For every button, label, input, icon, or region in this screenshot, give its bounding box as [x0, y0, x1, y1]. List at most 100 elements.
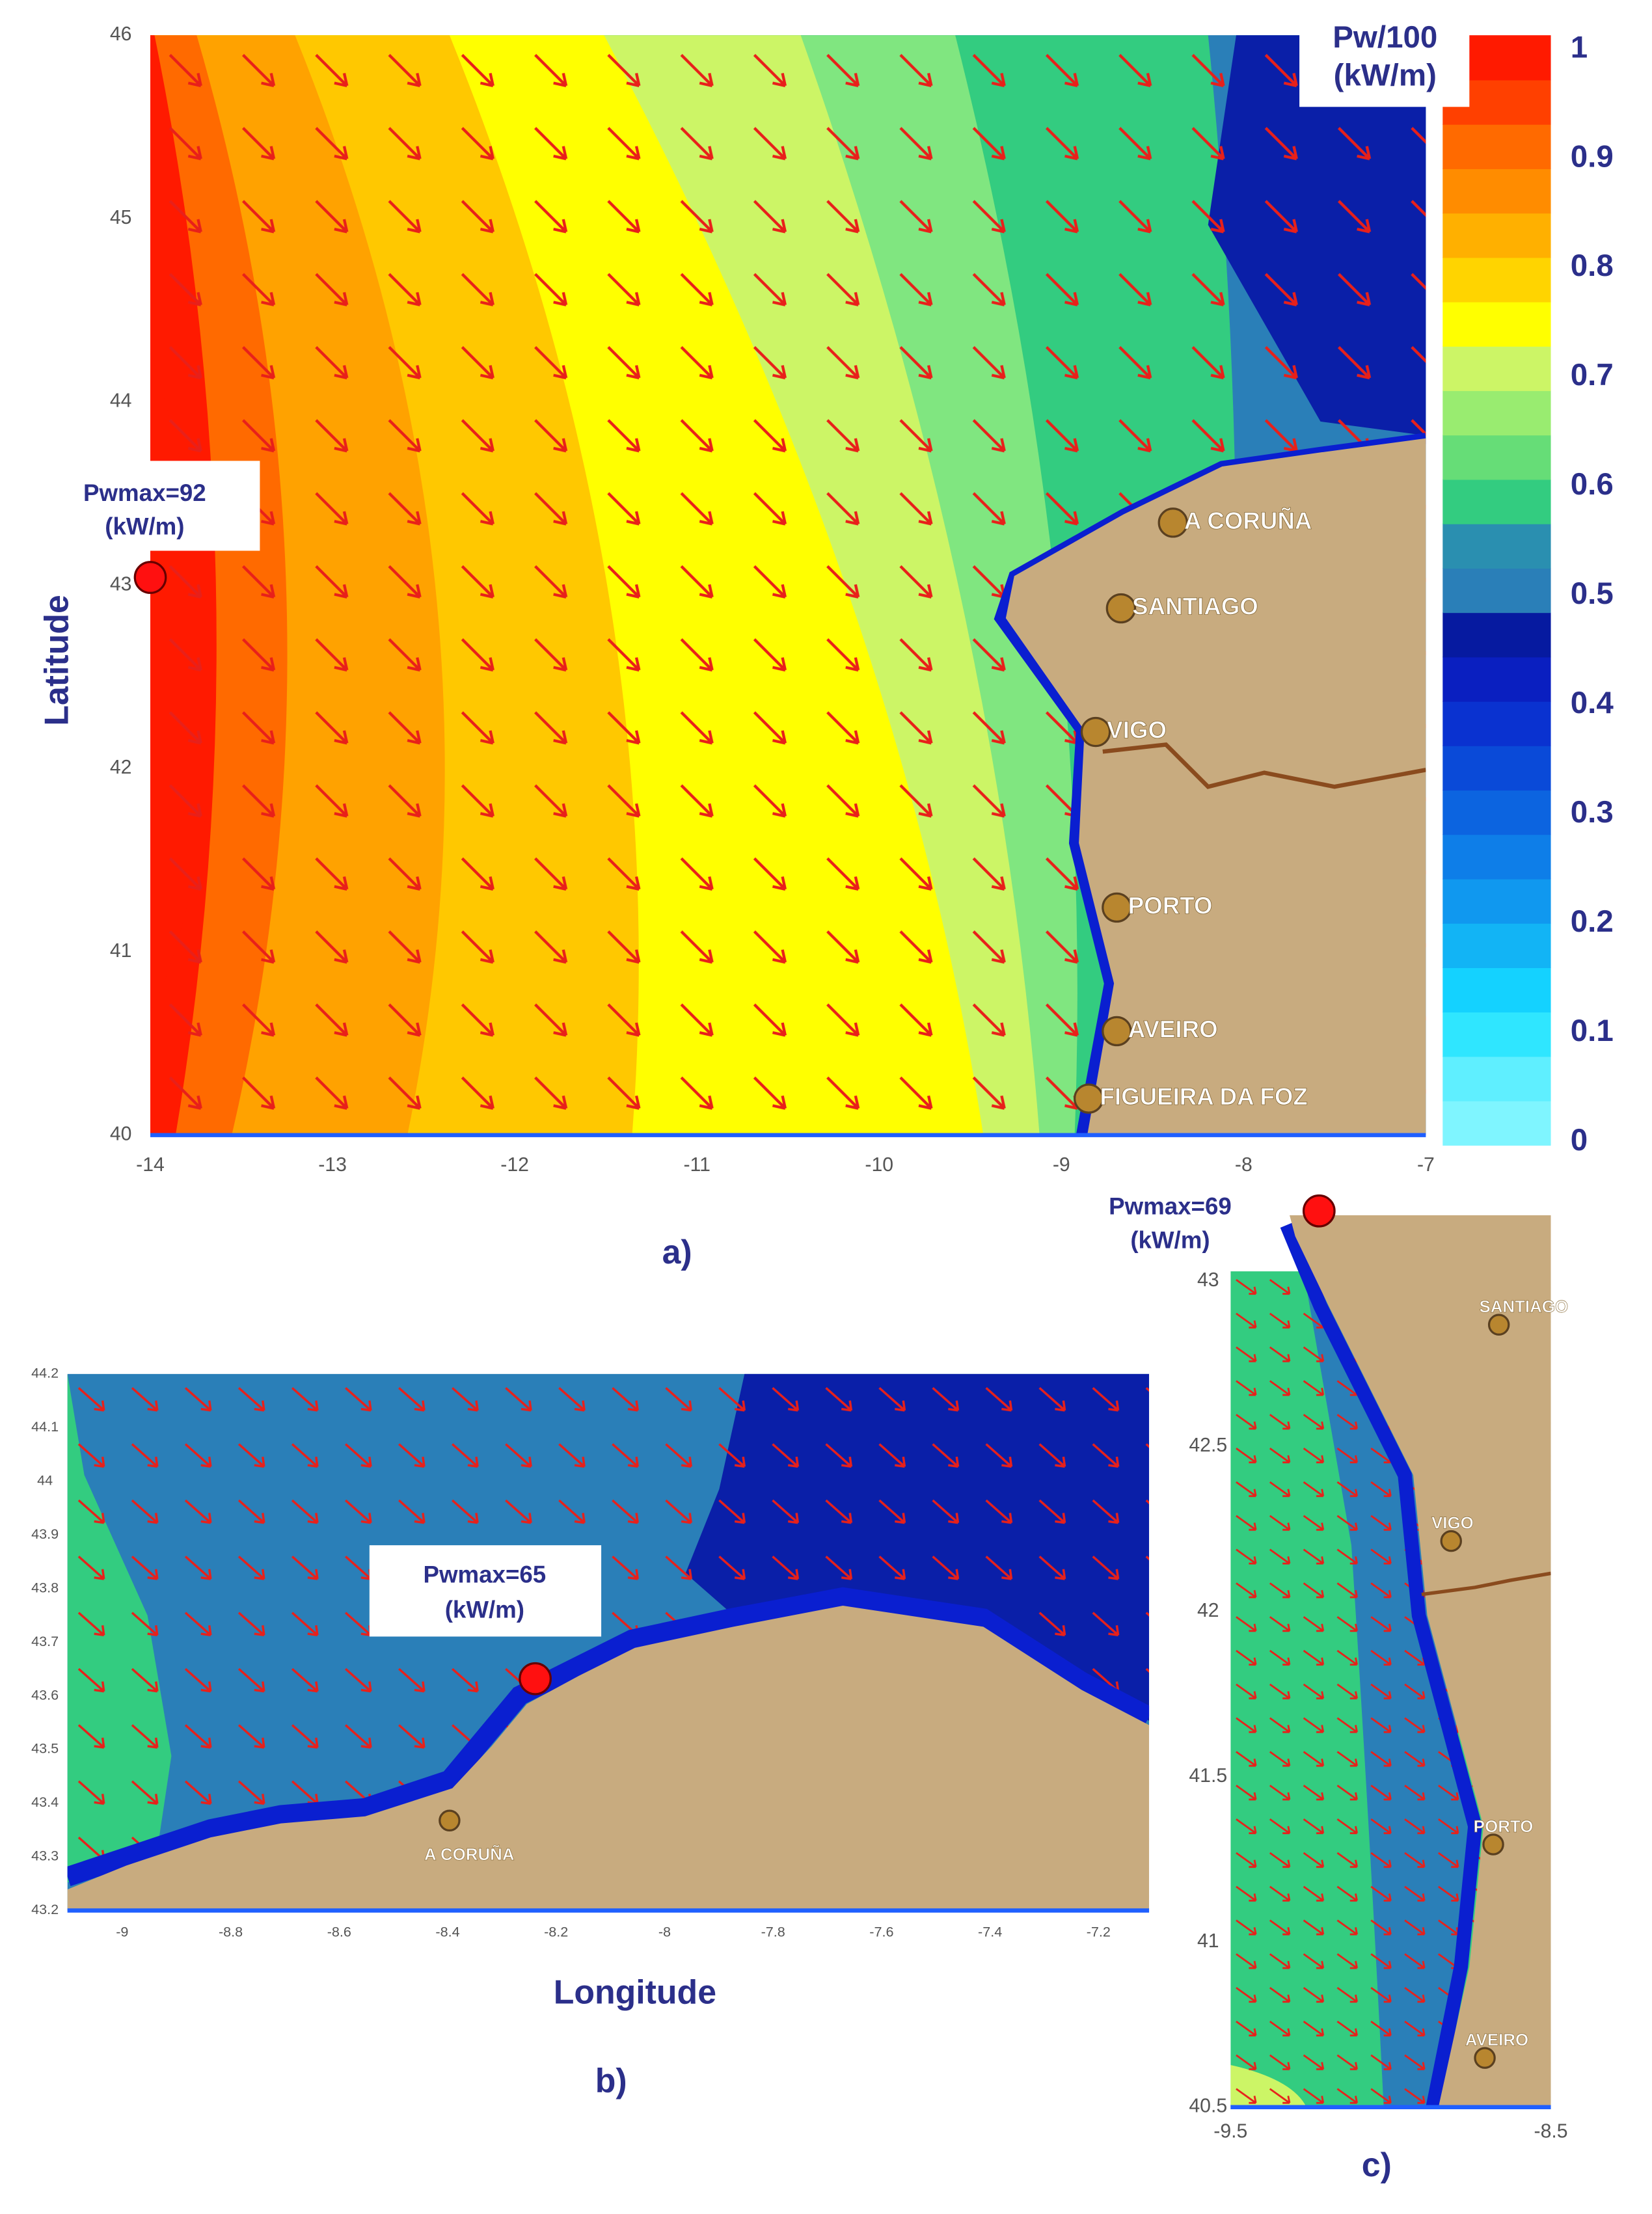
colorbar-swatch [1442, 124, 1551, 169]
colorbar-swatch [1442, 390, 1551, 436]
x-tick-label: -8 [1235, 1154, 1253, 1176]
y-tick-label: 40 [110, 1124, 132, 1145]
panel-label: c) [1362, 2146, 1392, 2183]
city-label: SANTIAGO [1479, 1298, 1568, 1316]
border [1102, 742, 1426, 789]
coast [1280, 1222, 1482, 2107]
x-tick-label: -7.6 [869, 1924, 893, 1940]
x-axis-label: Longitude [554, 1973, 716, 2011]
city-marker [1487, 1314, 1510, 1336]
y-tick-label: 44.2 [31, 1364, 59, 1381]
panel-label: b) [595, 2062, 627, 2099]
y-tick-label: 44 [37, 1472, 53, 1488]
colorbar-swatch [1442, 1012, 1551, 1057]
colorbar-swatch [1442, 435, 1551, 480]
city-label: FIGUEIRA DA FOZ [1100, 1083, 1308, 1110]
colorbar-tick-label: 0.6 [1571, 467, 1614, 502]
overlay: -14 -13 -12 -11 -10 -9 -8 -7 40 41 42 43 44 45 46 -9 -8.… [31, 11, 1614, 2183]
x-tick-label: -9 [1053, 1154, 1070, 1176]
max-marker [1302, 1194, 1336, 1228]
city-label: A CORUÑA [424, 1844, 515, 1864]
map-b [67, 1373, 1150, 1911]
city-marker [1074, 1083, 1104, 1114]
border [1421, 1571, 1551, 1597]
colorbar-tick-label: 0.4 [1571, 686, 1614, 720]
colorbar-title: (kW/m) [1334, 58, 1437, 92]
y-tick-label: 44 [110, 390, 132, 412]
y-tick-label: 43 [1197, 1269, 1219, 1291]
annotation-box [369, 1545, 602, 1637]
y-tick-label: 43.9 [31, 1526, 59, 1542]
city-marker [1080, 716, 1111, 748]
x-tick-label: -8.6 [327, 1924, 351, 1940]
y-tick-label: 42.5 [1189, 1435, 1227, 1456]
x-tick-label: -7.4 [978, 1924, 1002, 1940]
y-tick-label: 46 [110, 23, 132, 45]
map-c [1230, 1215, 1551, 2107]
colorbar-swatch [1442, 479, 1551, 524]
colorbar-tick-label: 0.1 [1571, 1014, 1614, 1048]
colorbar-swatch [1442, 1056, 1551, 1101]
city-marker [1102, 1016, 1132, 1047]
annotation-box [56, 461, 260, 551]
x-tick-label: -8.2 [544, 1924, 568, 1940]
y-tick-label: 40.5 [1189, 2096, 1227, 2117]
x-tick-label: -11 [683, 1154, 710, 1176]
colorbar-swatch [1442, 789, 1551, 835]
colorbar-swatch [1442, 1100, 1551, 1146]
x-tick-label: -9 [116, 1924, 128, 1940]
panel-label: a) [662, 1233, 692, 1271]
x-tick-label: -7 [1417, 1154, 1435, 1176]
y-tick-label: 43.4 [31, 1794, 59, 1810]
colorbar-swatch [1442, 213, 1551, 258]
city-label: AVEIRO [1128, 1016, 1218, 1043]
land [1289, 1215, 1551, 2107]
colorbar-title: Pw/100 [1333, 20, 1437, 55]
colorbar-tick-label: 0.8 [1571, 249, 1614, 283]
colorbar-title-box [1299, 11, 1470, 107]
city-marker [1105, 593, 1137, 624]
y-tick-label: 45 [110, 207, 132, 228]
city-label: VIGO [1431, 1515, 1474, 1533]
y-tick-label: 41 [110, 940, 132, 962]
city-marker [1482, 1833, 1504, 1856]
colorbar-swatch [1442, 257, 1551, 303]
y-tick-label: 43.5 [31, 1740, 59, 1757]
x-tick-label: -13 [318, 1154, 347, 1176]
y-tick-label: 42 [1197, 1600, 1219, 1621]
colorbar-tick-label: 0.5 [1571, 576, 1614, 611]
colorbar-tick-label: 0.7 [1571, 358, 1614, 392]
colorbar-swatch [1442, 168, 1551, 214]
x-tick-label: -8.5 [1534, 2121, 1568, 2142]
annotation: Pwmax=92 [83, 479, 206, 506]
y-tick-label: 43.3 [31, 1848, 59, 1864]
annotation: Pwmax=69 [1109, 1193, 1232, 1220]
y-tick-label: 43 [110, 573, 132, 595]
colorbar-swatch [1442, 656, 1551, 702]
annotation: (kW/m) [105, 513, 184, 540]
land [67, 1605, 1150, 1911]
y-tick-label: 44.1 [31, 1418, 59, 1435]
y-tick-label: 42 [110, 757, 132, 778]
y-tick-label: 41.5 [1189, 1765, 1227, 1787]
x-tick-label: -12 [500, 1154, 529, 1176]
x-tick-label: -8.8 [219, 1924, 243, 1940]
colorbar-tick-label: 0.3 [1571, 795, 1614, 830]
colorbar-tick-label: 1 [1571, 30, 1588, 64]
colorbar-swatch [1442, 301, 1551, 347]
city-label: SANTIAGO [1132, 593, 1258, 620]
colorbar-swatch [1442, 878, 1551, 924]
colorbar-swatch [1442, 701, 1551, 746]
y-axis-label: Latitude [37, 595, 75, 725]
y-tick-label: 43.6 [31, 1686, 59, 1703]
x-tick-label: -10 [865, 1154, 893, 1176]
colorbar-tick-label: 0 [1571, 1123, 1588, 1157]
city-label: A CORUÑA [1184, 507, 1312, 534]
city-label: PORTO [1474, 1818, 1534, 1836]
colorbar-swatch [1442, 923, 1551, 968]
x-tick-label: -7.8 [761, 1924, 785, 1940]
y-tick-label: 43.2 [31, 1901, 59, 1917]
city-marker [1102, 892, 1132, 923]
